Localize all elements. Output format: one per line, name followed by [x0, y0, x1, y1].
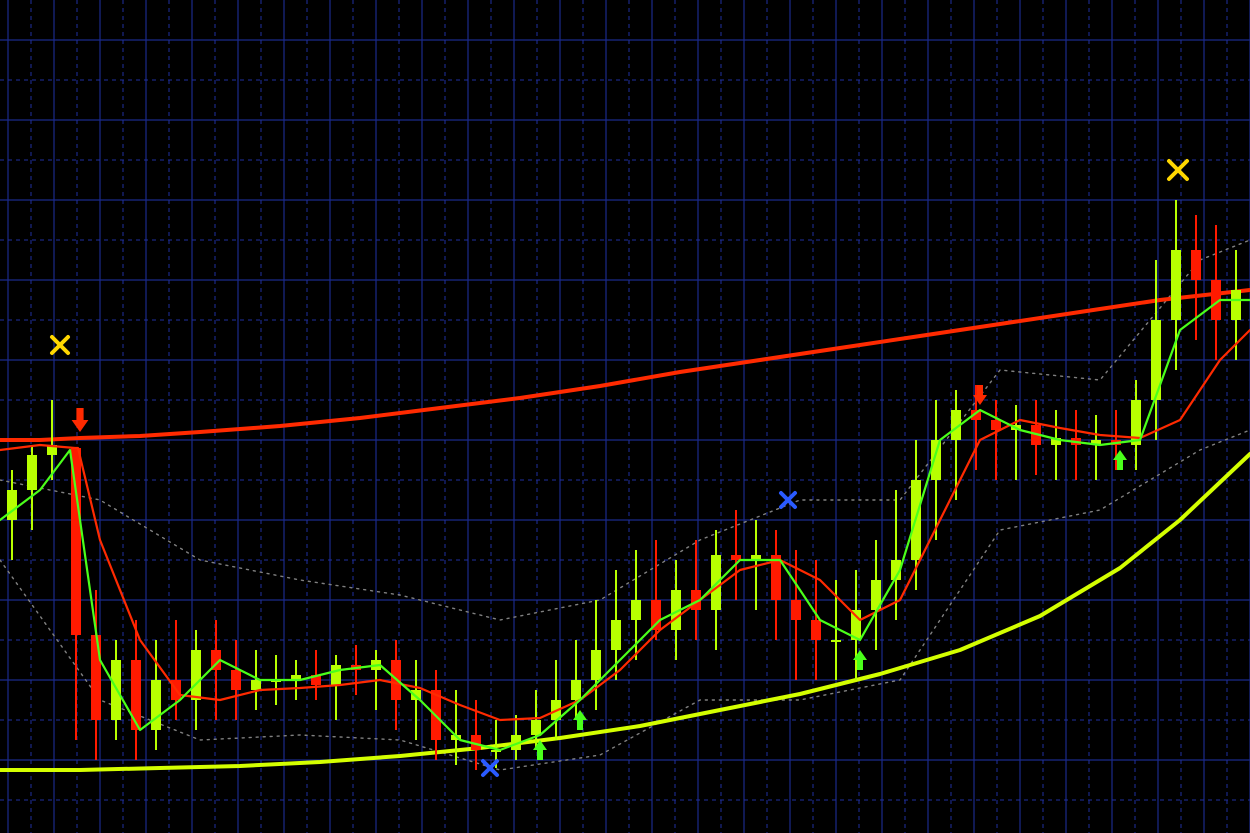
candlestick-chart [0, 0, 1250, 833]
